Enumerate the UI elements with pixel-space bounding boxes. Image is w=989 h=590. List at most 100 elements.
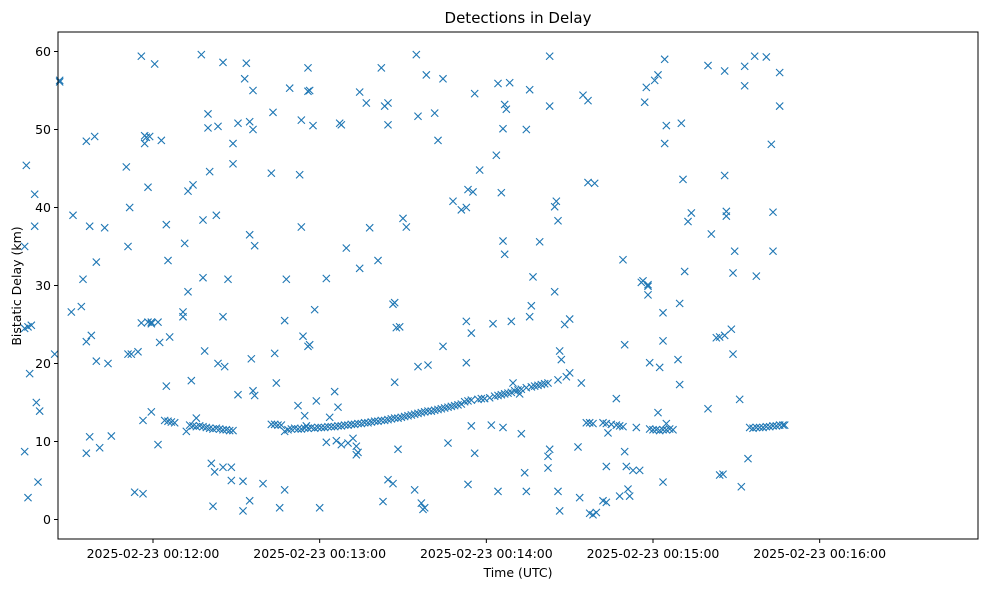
data-point xyxy=(92,357,101,366)
data-point xyxy=(242,59,251,68)
data-point xyxy=(470,449,479,458)
data-point xyxy=(139,489,147,498)
data-point xyxy=(424,361,432,370)
data-point xyxy=(414,362,422,371)
data-point xyxy=(494,79,502,88)
data-point xyxy=(315,503,324,512)
data-point xyxy=(219,58,227,67)
data-point xyxy=(744,454,752,463)
data-point xyxy=(209,502,217,511)
data-point xyxy=(82,337,91,346)
data-point xyxy=(515,389,524,398)
data-point xyxy=(130,488,139,497)
data-point xyxy=(150,59,159,68)
data-point xyxy=(90,132,99,141)
data-point xyxy=(317,423,326,432)
data-point xyxy=(182,427,191,436)
data-point xyxy=(660,55,669,64)
data-point xyxy=(144,183,152,192)
data-point xyxy=(467,329,476,338)
data-point xyxy=(555,347,564,356)
data-point xyxy=(644,280,652,289)
data-point xyxy=(199,215,207,224)
data-point xyxy=(332,436,341,445)
data-point xyxy=(457,400,466,409)
data-point xyxy=(752,423,761,432)
y-axis-label: Bistatic Delay (km) xyxy=(9,226,24,345)
data-point xyxy=(494,487,502,496)
x-tick-label: 2025-02-23 00:14:00 xyxy=(420,546,553,561)
data-point xyxy=(360,418,369,427)
data-point xyxy=(77,302,86,311)
x-tick-label: 2025-02-23 00:13:00 xyxy=(253,546,386,561)
data-point xyxy=(704,61,712,70)
data-point xyxy=(735,395,744,404)
data-point xyxy=(499,237,507,246)
data-point xyxy=(87,331,96,340)
data-point xyxy=(85,222,94,231)
data-point xyxy=(720,171,729,180)
data-point xyxy=(582,418,591,427)
data-point xyxy=(55,76,64,85)
data-point xyxy=(280,316,289,325)
data-point xyxy=(619,422,627,431)
data-point xyxy=(154,440,162,449)
data-point xyxy=(740,62,749,71)
y-tick-label: 20 xyxy=(35,356,51,371)
data-point xyxy=(355,88,364,97)
data-point xyxy=(680,267,689,276)
chart-title: Detections in Delay xyxy=(445,9,592,27)
data-point xyxy=(377,63,386,72)
data-point xyxy=(620,340,629,349)
data-point xyxy=(737,482,746,491)
data-point xyxy=(207,459,216,468)
data-point xyxy=(92,258,101,267)
data-point xyxy=(147,318,156,327)
data-point xyxy=(297,223,306,231)
data-point xyxy=(492,151,501,160)
data-point xyxy=(775,102,784,111)
data-point xyxy=(722,207,731,216)
data-point xyxy=(509,379,517,387)
data-point xyxy=(294,401,302,410)
data-point xyxy=(245,230,254,239)
data-point xyxy=(590,179,599,188)
data-point xyxy=(27,321,36,330)
data-point xyxy=(464,185,472,194)
data-point xyxy=(305,86,314,95)
data-point xyxy=(35,407,44,416)
data-point xyxy=(544,464,552,473)
x-tick-label: 2025-02-23 00:15:00 xyxy=(587,546,720,561)
data-point xyxy=(125,203,134,212)
data-point xyxy=(419,505,427,514)
data-point xyxy=(347,420,356,429)
data-point xyxy=(187,376,196,385)
data-point xyxy=(250,241,259,250)
data-point xyxy=(477,394,486,403)
data-point xyxy=(147,319,156,328)
data-point xyxy=(124,350,132,359)
data-point xyxy=(677,119,686,128)
data-point xyxy=(775,68,784,77)
data-point xyxy=(674,355,682,364)
data-point xyxy=(227,476,236,485)
data-point xyxy=(602,462,611,471)
data-point xyxy=(500,100,509,109)
y-tick-label: 40 xyxy=(35,200,51,215)
data-point xyxy=(250,391,259,400)
data-point xyxy=(417,499,426,508)
data-point xyxy=(619,255,627,264)
data-point xyxy=(517,385,526,394)
data-point xyxy=(659,336,667,345)
data-point xyxy=(225,426,234,435)
data-point xyxy=(122,162,131,171)
data-point xyxy=(325,413,334,422)
data-point xyxy=(219,463,227,472)
data-point xyxy=(640,98,649,107)
data-point xyxy=(214,359,222,368)
data-point xyxy=(422,70,431,79)
data-point xyxy=(584,96,592,105)
data-point xyxy=(554,216,562,225)
data-point xyxy=(750,52,759,61)
